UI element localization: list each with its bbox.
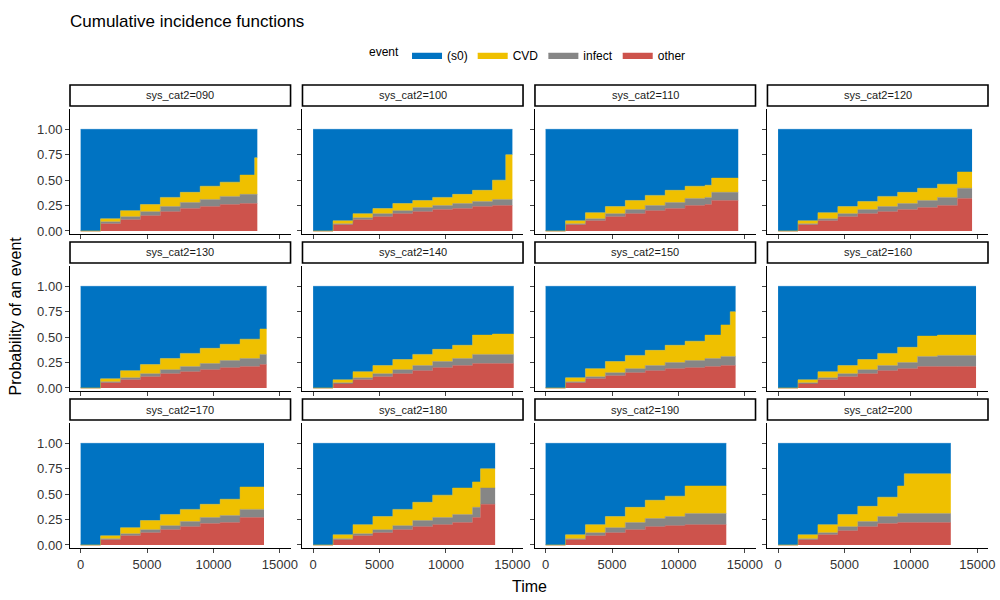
svg-text:sys_cat2=170: sys_cat2=170 [146,404,214,416]
svg-text:5000: 5000 [598,557,627,572]
svg-text:0.75: 0.75 [37,304,62,319]
svg-text:1.00: 1.00 [37,122,62,137]
svg-text:other: other [658,49,685,63]
svg-text:sys_cat2=120: sys_cat2=120 [844,89,912,101]
svg-text:sys_cat2=160: sys_cat2=160 [844,246,912,258]
svg-text:(s0): (s0) [447,49,468,63]
svg-text:infect: infect [583,49,612,63]
svg-text:sys_cat2=110: sys_cat2=110 [612,89,679,101]
svg-text:Probability of an event: Probability of an event [7,237,24,396]
svg-text:sys_cat2=200: sys_cat2=200 [844,404,912,416]
svg-text:sys_cat2=150: sys_cat2=150 [611,246,679,258]
svg-text:0: 0 [774,557,781,572]
svg-text:0.75: 0.75 [37,147,62,162]
svg-text:sys_cat2=090: sys_cat2=090 [146,89,214,101]
svg-text:5000: 5000 [365,557,394,572]
svg-text:0: 0 [309,557,316,572]
svg-text:0.50: 0.50 [37,173,62,188]
svg-text:5000: 5000 [133,557,162,572]
svg-text:10000: 10000 [893,557,929,572]
svg-text:1.00: 1.00 [37,436,62,451]
svg-text:event: event [369,45,399,59]
svg-text:sys_cat2=130: sys_cat2=130 [146,246,214,258]
svg-text:15000: 15000 [727,557,763,572]
svg-text:sys_cat2=190: sys_cat2=190 [611,404,679,416]
svg-text:0.25: 0.25 [37,512,62,527]
svg-text:0.00: 0.00 [37,224,62,239]
svg-text:0.50: 0.50 [37,330,62,345]
svg-text:1.00: 1.00 [37,279,62,294]
svg-text:0.00: 0.00 [37,538,62,553]
svg-text:10000: 10000 [660,557,696,572]
svg-text:0.75: 0.75 [37,461,62,476]
svg-text:0.25: 0.25 [37,198,62,213]
svg-text:10000: 10000 [428,557,464,572]
svg-text:15000: 15000 [494,557,530,572]
svg-text:15000: 15000 [262,557,298,572]
svg-text:0: 0 [542,557,549,572]
svg-text:5000: 5000 [830,557,859,572]
svg-text:Cumulative incidence functions: Cumulative incidence functions [70,12,304,31]
svg-text:10000: 10000 [195,557,231,572]
svg-text:sys_cat2=100: sys_cat2=100 [379,89,447,101]
svg-text:sys_cat2=180: sys_cat2=180 [379,404,447,416]
svg-text:0.00: 0.00 [37,381,62,396]
svg-text:CVD: CVD [513,49,539,63]
svg-text:sys_cat2=140: sys_cat2=140 [379,246,447,258]
svg-text:0.50: 0.50 [37,487,62,502]
svg-text:0.25: 0.25 [37,355,62,370]
svg-text:0: 0 [77,557,84,572]
svg-text:15000: 15000 [959,557,995,572]
svg-text:Time: Time [512,578,547,595]
